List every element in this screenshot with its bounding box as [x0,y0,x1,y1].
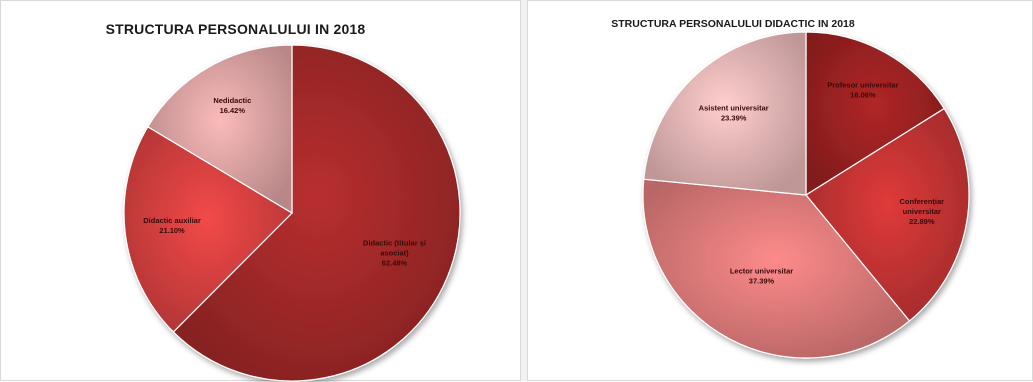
slice-label-4: Asistent universitar 23.39% [699,103,769,122]
pie-slice-1 [172,44,461,382]
pie-slice-3 [147,44,293,215]
pie-chart-didactic: Profesor universitar 16.06% Conferențiar un… [642,31,970,359]
pie-slice-2 [123,125,293,333]
slice-label-2: Didactic auxiliar 21.10% [143,216,201,235]
slice-label-3: Lector universitar 37.39% [730,266,793,285]
pie-slice-3 [642,178,911,359]
pie-chart-personal: Didactic (titular și asociat) 62.48% Didact… [123,44,461,382]
slice-label-3: Nedidactic 16.42% [213,96,251,115]
slice-label-1: Profesor universitar 16.06% [827,80,898,99]
chart-panel-personal: STRUCTURA PERSONALULUI IN 2018 Didactic … [0,0,521,382]
pie-slice-4 [643,31,807,196]
chart-panel-didactic: STRUCTURA PERSONALULUI DIDACTIC IN 2018 … [527,0,1033,381]
pie-slices [642,31,970,359]
slice-label-1: Didactic (titular și asociat) 62.48% [363,238,426,267]
pie-slice-2 [805,107,970,322]
chart-title: STRUCTURA PERSONALULUI IN 2018 [105,21,366,37]
panel-divider [521,0,527,381]
chart-title: STRUCTURA PERSONALULUI DIDACTIC IN 2018 [611,18,855,30]
pie-slice-1 [805,31,946,197]
slice-label-2: Conferențiar universitar 22.89% [900,197,945,226]
pie-slices [123,44,461,382]
